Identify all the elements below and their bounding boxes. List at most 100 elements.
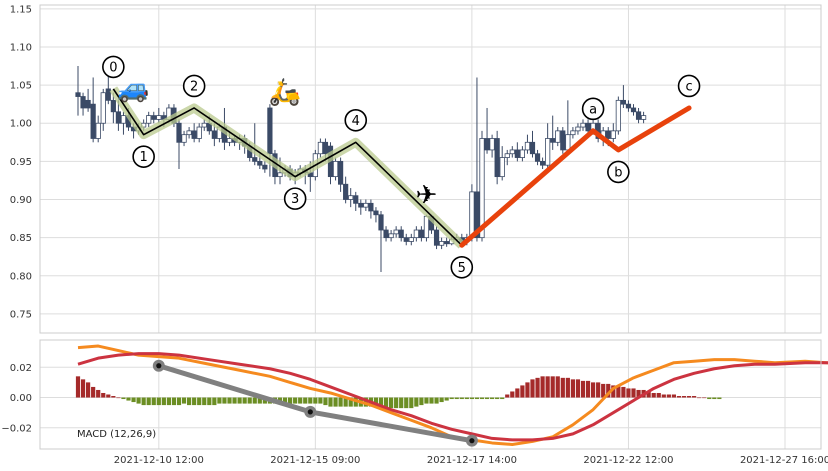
macd-histogram-bar bbox=[656, 392, 661, 398]
macd-y-ticks: −0.02 0.00 0.02 bbox=[1, 363, 32, 435]
macd-histogram-bar bbox=[126, 397, 131, 401]
candle-body bbox=[575, 126, 581, 132]
macd-histogram-bar bbox=[247, 397, 252, 404]
macd-histogram-bar bbox=[328, 397, 333, 407]
price-y-tick-label: 1.10 bbox=[10, 42, 32, 53]
macd-histogram-bar bbox=[505, 394, 510, 398]
macd-histogram-bar bbox=[121, 397, 126, 400]
macd-histogram-bar bbox=[585, 380, 591, 398]
candle-body bbox=[625, 103, 632, 109]
macd-histogram-bar bbox=[136, 397, 141, 404]
candle-body bbox=[489, 138, 495, 151]
macd-histogram-bar bbox=[338, 397, 343, 407]
candle-body bbox=[363, 202, 369, 208]
wave-label-circle bbox=[677, 74, 701, 98]
macd-histogram-bar bbox=[282, 397, 288, 404]
macd-histogram-bar bbox=[469, 397, 474, 400]
candle-body bbox=[156, 115, 162, 120]
macd-frame bbox=[39, 339, 822, 450]
price-y-tick-label: 0.75 bbox=[10, 309, 32, 320]
candle-body bbox=[95, 122, 101, 139]
macd-histogram-bar bbox=[596, 382, 601, 398]
macd-histogram-bar bbox=[449, 397, 454, 400]
macd-histogram-bar bbox=[580, 380, 586, 398]
wave-labels: 0 1 2 3 4 5 a b c bbox=[102, 55, 701, 279]
divergence-marker-dot bbox=[307, 409, 313, 415]
candle-body bbox=[100, 92, 106, 124]
wave-label-circle bbox=[132, 145, 155, 168]
candle-body bbox=[332, 160, 339, 178]
candle-body bbox=[580, 122, 586, 128]
macd-histogram-bar bbox=[686, 396, 692, 398]
candle-body bbox=[423, 215, 430, 239]
macd-histogram-bar bbox=[197, 397, 202, 406]
macd-histogram-bar bbox=[91, 386, 96, 398]
macd-histogram-bar bbox=[227, 397, 232, 404]
candle-body bbox=[534, 153, 541, 162]
candle-body bbox=[317, 141, 324, 155]
macd-histogram-bar bbox=[661, 394, 666, 398]
macd-histogram-bar bbox=[192, 397, 197, 406]
candle-body bbox=[433, 229, 440, 246]
candle-body bbox=[75, 92, 81, 97]
candle-body bbox=[383, 229, 389, 239]
macd-histogram-bar bbox=[550, 376, 555, 398]
macd-histogram-bar bbox=[575, 379, 581, 398]
macd-histogram-bar bbox=[323, 397, 328, 406]
wave-label-circle bbox=[102, 55, 125, 79]
price-panel: 0.75 0.80 0.85 0.90 0.95 1.00 1.05 1.10 1.15 🚙 🛵 ✈… bbox=[10, 4, 822, 334]
macd-histogram-bar bbox=[252, 397, 257, 404]
candle-body bbox=[191, 130, 197, 139]
macd-histogram-bar bbox=[212, 397, 217, 406]
macd-histogram-bar bbox=[116, 397, 121, 399]
candle-body bbox=[110, 99, 116, 113]
candle-body bbox=[484, 138, 490, 151]
candle-body bbox=[560, 130, 566, 151]
macd-histogram-bar bbox=[161, 397, 166, 406]
candle-body bbox=[322, 141, 329, 155]
macd-histogram-bar bbox=[313, 397, 318, 404]
price-y-ticks: 0.75 0.80 0.85 0.90 0.95 1.00 1.05 1.10 1.15 bbox=[10, 4, 32, 320]
macd-histogram-bar bbox=[242, 397, 247, 404]
candle-body bbox=[605, 130, 611, 139]
macd-histogram-bar bbox=[318, 397, 323, 404]
candle-body bbox=[565, 134, 571, 151]
macd-histogram-bar bbox=[171, 397, 177, 406]
macd-histogram-bar bbox=[671, 394, 676, 398]
wave-label-text: 0 bbox=[109, 60, 117, 75]
macd-histogram-bar bbox=[621, 386, 626, 398]
wave-label-text: c bbox=[685, 79, 692, 94]
macd-histogram-bar bbox=[343, 397, 348, 407]
candle-body bbox=[630, 107, 637, 113]
macd-histogram-bar bbox=[378, 397, 384, 407]
x-ticks: 2021-12-10 12:00 2021-12-15 09:00 2021-12-… bbox=[114, 455, 828, 466]
candle-body bbox=[80, 96, 86, 109]
candle-body bbox=[444, 241, 450, 245]
wave-label-circle bbox=[450, 255, 474, 279]
macd-histogram-bar bbox=[495, 397, 500, 400]
candle-body bbox=[635, 111, 642, 120]
macd-histogram-bar bbox=[429, 397, 434, 404]
macd-histogram-bar bbox=[666, 394, 671, 398]
x-tick-label: 2021-12-27 16:00 bbox=[740, 455, 828, 466]
macd-histogram-bar bbox=[560, 377, 565, 398]
wave-label-text: 5 bbox=[458, 261, 466, 276]
macd-histogram-bar bbox=[232, 397, 237, 404]
macd-histogram-bar bbox=[424, 397, 429, 404]
macd-histogram-bar bbox=[394, 397, 399, 409]
macd-histogram-bar bbox=[712, 397, 717, 400]
macd-histogram-bar bbox=[237, 397, 242, 404]
candle-body bbox=[257, 160, 263, 166]
macd-histogram-bar bbox=[707, 397, 712, 400]
macd-histogram-bar bbox=[692, 396, 697, 398]
candle-body bbox=[90, 103, 96, 139]
macd-histogram-bar bbox=[111, 396, 116, 398]
x-tick-label: 2021-12-22 12:00 bbox=[583, 455, 673, 466]
candle-body bbox=[550, 138, 556, 143]
wave-label-circle bbox=[182, 74, 206, 98]
macd-panel: −0.02 0.00 0.02 MACD (12,26,9) bbox=[1, 339, 828, 450]
macd-histogram-bar bbox=[484, 397, 490, 400]
wave-label-text: 4 bbox=[352, 114, 360, 129]
candle-body bbox=[181, 134, 187, 143]
macd-histogram-bar bbox=[540, 376, 545, 398]
